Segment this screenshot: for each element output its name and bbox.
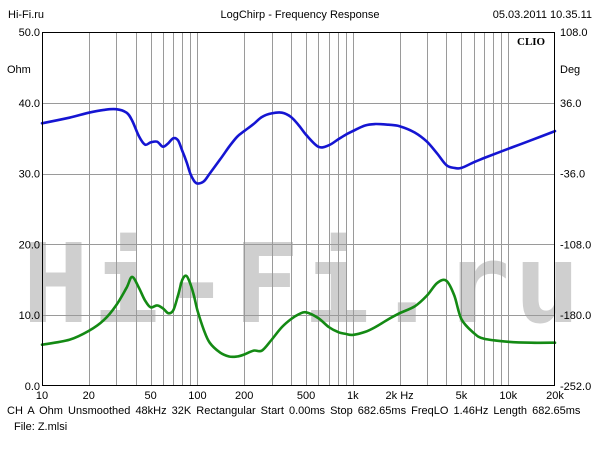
phase-curve [40,274,557,359]
y-right-tick-label: 36.0 [560,98,581,110]
y-right-tick-label: -180.0 [560,310,591,322]
x-tick-label: 2k Hz [386,390,414,402]
x-tick-label: 10k [499,390,517,402]
y-left-tick-label: 30.0 [19,169,40,181]
watermark: Hi-Fi.ru [23,220,585,348]
y-left-tick-label: 0.0 [25,381,40,393]
y-left-tick-label: 20.0 [19,239,40,251]
y-left-tick-label: 40.0 [19,98,40,110]
y-right-tick-label: 108.0 [560,27,588,39]
y-axis-right-unit-label: Deg [560,64,581,76]
x-tick-label: 20 [83,390,95,402]
plot-frame [42,32,555,386]
header-site-label: Hi-Fi.ru [8,9,45,21]
impedance-curve [40,107,557,185]
chart-title: LogChirp - Frequency Response [220,9,380,21]
y-right-tick-label: -36.0 [560,169,585,181]
x-tick-label: 1k [347,390,359,402]
watermark-text: Hi-Fi.ru [23,220,585,348]
x-tick-label: 100 [188,390,206,402]
y-right-tick-label: -108.0 [560,239,591,251]
file-name: File: Z.mlsi [14,421,68,433]
measurement-settings: CH A Ohm Unsmoothed 48kHz 32K Rectangula… [7,405,581,417]
header-timestamp: 05.03.2011 10.35.11 [492,9,592,21]
y-left-tick-label: 50.0 [19,27,40,39]
brand-label: CLIO [517,36,546,48]
x-tick-label: 50 [144,390,156,402]
y-axis-left-unit-label: Ohm [7,64,31,76]
y-right-tick-label: -252.0 [560,381,591,393]
x-tick-label: 200 [235,390,253,402]
y-left-tick-label: 10.0 [19,310,40,322]
x-tick-label: 500 [297,390,315,402]
x-tick-label: 5k [456,390,468,402]
series-layer [40,107,557,359]
x-tick-label: 20k [546,390,564,402]
tick-labels: 10 20 50 100 200 500 1k 2k Hz 5k 10k 20k 0.0 10.0 20.… [19,27,592,402]
plot-area [42,32,555,386]
x-tick-label: 10 [36,390,48,402]
